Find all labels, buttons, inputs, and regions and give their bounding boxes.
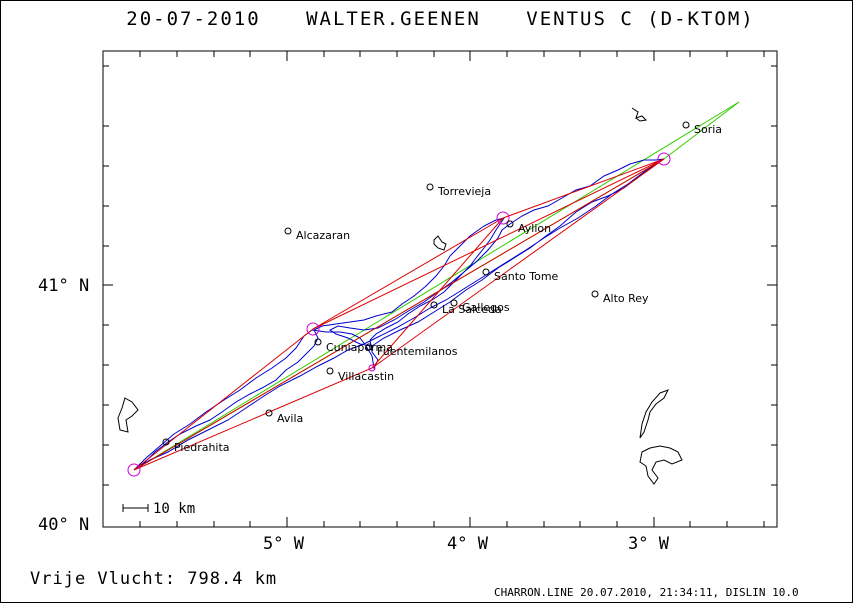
glider-name: VENTUS C (D-KTOM) (526, 8, 755, 30)
svg-text:Avila: Avila (277, 412, 303, 425)
svg-text:Piedrahita: Piedrahita (174, 441, 230, 454)
svg-text:Alcazaran: Alcazaran (296, 229, 350, 242)
water-outlines (117, 107, 683, 485)
scale-label: 10 km (153, 501, 195, 517)
town-gallegos: Gallegos (450, 299, 510, 314)
reservoir-west (117, 397, 139, 433)
svg-text:Santo Tome: Santo Tome (494, 270, 559, 283)
turnpoints (127, 152, 671, 477)
lon-label-5w: 5° W (263, 534, 305, 554)
lat-label-41: 41° N (38, 276, 89, 296)
flight-date: 20-07-2010 (126, 8, 261, 30)
town-santo-tome: Santo Tome (482, 268, 559, 283)
reservoir-southeast (639, 389, 670, 439)
file-info: CHARRON.LINE 20.07.2010, 21:34:11, DISLI… (494, 586, 799, 599)
lon-label-3w: 3° W (628, 534, 670, 554)
town-torrevieja: Torrevieja (426, 183, 491, 198)
scale-bar: 10 km (122, 501, 195, 517)
reservoir-center (433, 235, 447, 251)
flight-track (133, 158, 665, 471)
svg-text:Fuentemilanos: Fuentemilanos (377, 345, 458, 358)
free-line-1 (133, 101, 740, 471)
svg-text:Gallegos: Gallegos (462, 301, 510, 314)
axis-ticks (103, 51, 777, 527)
town-cuniaporma: Cuniaporma (314, 338, 393, 354)
flight-header: 20-07-2010 WALTER.GEENEN VENTUS C (D-KTO… (0, 8, 853, 30)
svg-text:Cuniaporma: Cuniaporma (326, 341, 393, 354)
task-line-2 (312, 158, 665, 330)
lon-label-4w: 4° W (447, 534, 489, 554)
map-border (102, 50, 778, 528)
pilot-name: WALTER.GEENEN (306, 8, 481, 30)
free-flight-distance: Vrije Vlucht: 798.4 km (30, 569, 278, 589)
town-aylion: Aylion (506, 220, 551, 235)
svg-text:Aylion: Aylion (518, 222, 551, 235)
svg-text:Torrevieja: Torrevieja (437, 185, 491, 198)
lat-label-40: 40° N (38, 515, 89, 535)
town-villacastin: Villacastin (326, 367, 394, 383)
town-alcazaran: Alcazaran (284, 227, 350, 242)
svg-text:Villacastin: Villacastin (338, 370, 394, 383)
turnpoint-start (127, 463, 141, 477)
town-avila: Avila (265, 409, 303, 425)
turnpoint-2 (306, 322, 320, 336)
svg-text:Alto Rey: Alto Rey (603, 292, 649, 305)
reservoir-east (639, 445, 683, 485)
turnpoint-4 (657, 152, 671, 166)
town-fuentemilanos: Fuentemilanos (365, 343, 458, 358)
turnpoint-finish (368, 364, 376, 372)
svg-text:La Salceda: La Salceda (442, 303, 502, 316)
town-la-salceda: La Salceda (430, 301, 502, 316)
turnpoint-3 (496, 211, 510, 225)
task-line (133, 158, 665, 471)
town-piedrahita: Piedrahita (162, 438, 230, 454)
svg-text:Soria: Soria (694, 123, 722, 136)
town-soria: Soria (682, 121, 722, 136)
reservoir-north (631, 107, 648, 122)
town-alto-rey: Alto Rey (591, 290, 649, 305)
